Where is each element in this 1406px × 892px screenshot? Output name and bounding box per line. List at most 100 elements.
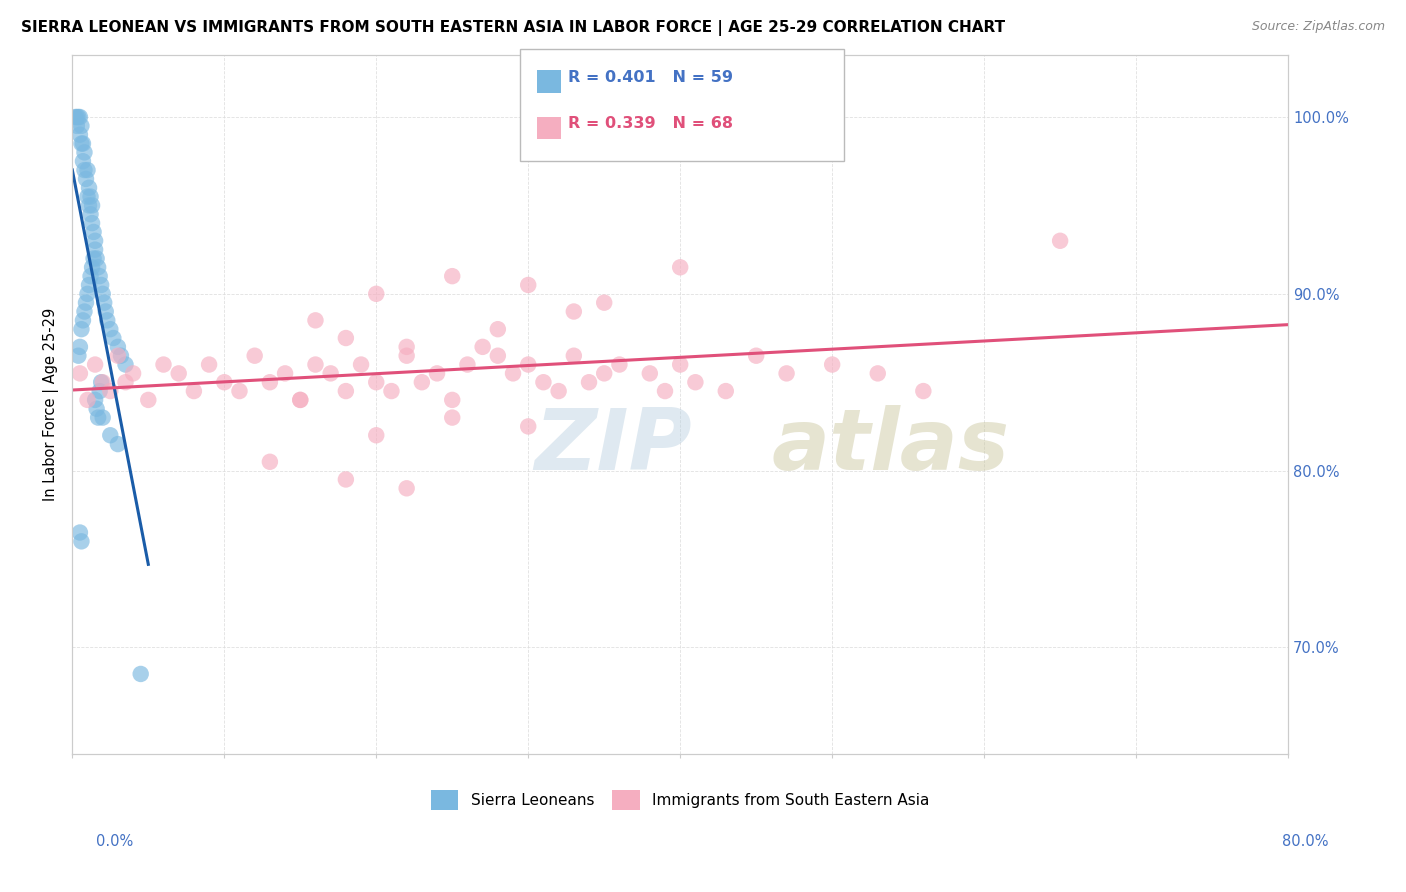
Point xyxy=(395,481,418,495)
Point xyxy=(69,525,91,540)
Point xyxy=(69,110,91,124)
Point xyxy=(441,269,464,284)
Point xyxy=(714,384,737,398)
Point xyxy=(441,392,464,407)
Point xyxy=(98,384,121,398)
Point xyxy=(107,437,129,451)
Point xyxy=(76,392,98,407)
Point xyxy=(66,119,89,133)
Point xyxy=(110,349,132,363)
Point xyxy=(502,367,524,381)
Point xyxy=(91,376,114,390)
Point xyxy=(669,358,692,372)
Point xyxy=(103,331,125,345)
Point xyxy=(75,172,97,186)
Point xyxy=(669,260,692,275)
Text: R = 0.339   N = 68: R = 0.339 N = 68 xyxy=(568,116,733,131)
Point xyxy=(114,358,136,372)
Point xyxy=(79,189,101,203)
Point xyxy=(83,252,105,266)
Point xyxy=(107,340,129,354)
Point xyxy=(609,358,631,372)
Point xyxy=(67,110,90,124)
Point xyxy=(76,286,98,301)
Point xyxy=(319,367,342,381)
Point xyxy=(96,313,118,327)
Point xyxy=(654,384,676,398)
Text: 80.0%: 80.0% xyxy=(1282,834,1329,849)
Point xyxy=(107,349,129,363)
Point xyxy=(517,277,540,292)
Point xyxy=(79,269,101,284)
Point xyxy=(98,428,121,442)
Point xyxy=(86,401,108,416)
Point xyxy=(395,349,418,363)
Point xyxy=(79,207,101,221)
Point xyxy=(77,198,100,212)
Point xyxy=(80,260,103,275)
Text: Source: ZipAtlas.com: Source: ZipAtlas.com xyxy=(1251,20,1385,33)
Point xyxy=(593,295,616,310)
Point xyxy=(441,410,464,425)
Point xyxy=(91,410,114,425)
Point xyxy=(866,367,889,381)
Point xyxy=(77,180,100,194)
Point xyxy=(456,358,478,372)
Point xyxy=(73,304,96,318)
Point xyxy=(290,392,312,407)
Point xyxy=(73,145,96,160)
Point xyxy=(122,367,145,381)
Point xyxy=(304,313,326,327)
Text: R = 0.401   N = 59: R = 0.401 N = 59 xyxy=(568,70,733,85)
Point xyxy=(136,392,159,407)
Point xyxy=(84,392,107,407)
Y-axis label: In Labor Force | Age 25-29: In Labor Force | Age 25-29 xyxy=(44,308,59,501)
Point xyxy=(93,295,115,310)
Point xyxy=(72,313,94,327)
Point xyxy=(745,349,768,363)
Point xyxy=(77,277,100,292)
Point xyxy=(912,384,935,398)
Point xyxy=(87,410,110,425)
Point xyxy=(84,234,107,248)
Point xyxy=(517,419,540,434)
Point xyxy=(89,269,111,284)
Point xyxy=(152,358,174,372)
Point xyxy=(76,163,98,178)
Text: ZIP: ZIP xyxy=(534,405,692,488)
Point xyxy=(274,367,297,381)
Point xyxy=(366,428,388,442)
Point xyxy=(638,367,661,381)
Point xyxy=(80,216,103,230)
Point xyxy=(821,358,844,372)
Point xyxy=(380,384,402,398)
Point xyxy=(395,340,418,354)
Point xyxy=(84,358,107,372)
Point xyxy=(685,376,707,390)
Point xyxy=(70,322,93,336)
Point xyxy=(67,349,90,363)
Point xyxy=(90,277,112,292)
Text: atlas: atlas xyxy=(772,405,1010,488)
Point xyxy=(69,340,91,354)
Text: 0.0%: 0.0% xyxy=(96,834,132,849)
Point xyxy=(578,376,600,390)
Point xyxy=(84,243,107,257)
Point xyxy=(183,384,205,398)
Point xyxy=(94,304,117,318)
Text: SIERRA LEONEAN VS IMMIGRANTS FROM SOUTH EASTERN ASIA IN LABOR FORCE | AGE 25-29 : SIERRA LEONEAN VS IMMIGRANTS FROM SOUTH … xyxy=(21,20,1005,36)
Point xyxy=(70,534,93,549)
Point xyxy=(426,367,449,381)
Point xyxy=(304,358,326,372)
Point xyxy=(228,384,250,398)
Point xyxy=(593,367,616,381)
Point xyxy=(243,349,266,363)
Point xyxy=(73,163,96,178)
Point xyxy=(69,128,91,142)
Point xyxy=(129,667,152,681)
Point xyxy=(775,367,797,381)
Point xyxy=(259,455,281,469)
Point xyxy=(335,331,357,345)
Legend: Sierra Leoneans, Immigrants from South Eastern Asia: Sierra Leoneans, Immigrants from South E… xyxy=(425,784,935,815)
Point xyxy=(290,392,312,407)
